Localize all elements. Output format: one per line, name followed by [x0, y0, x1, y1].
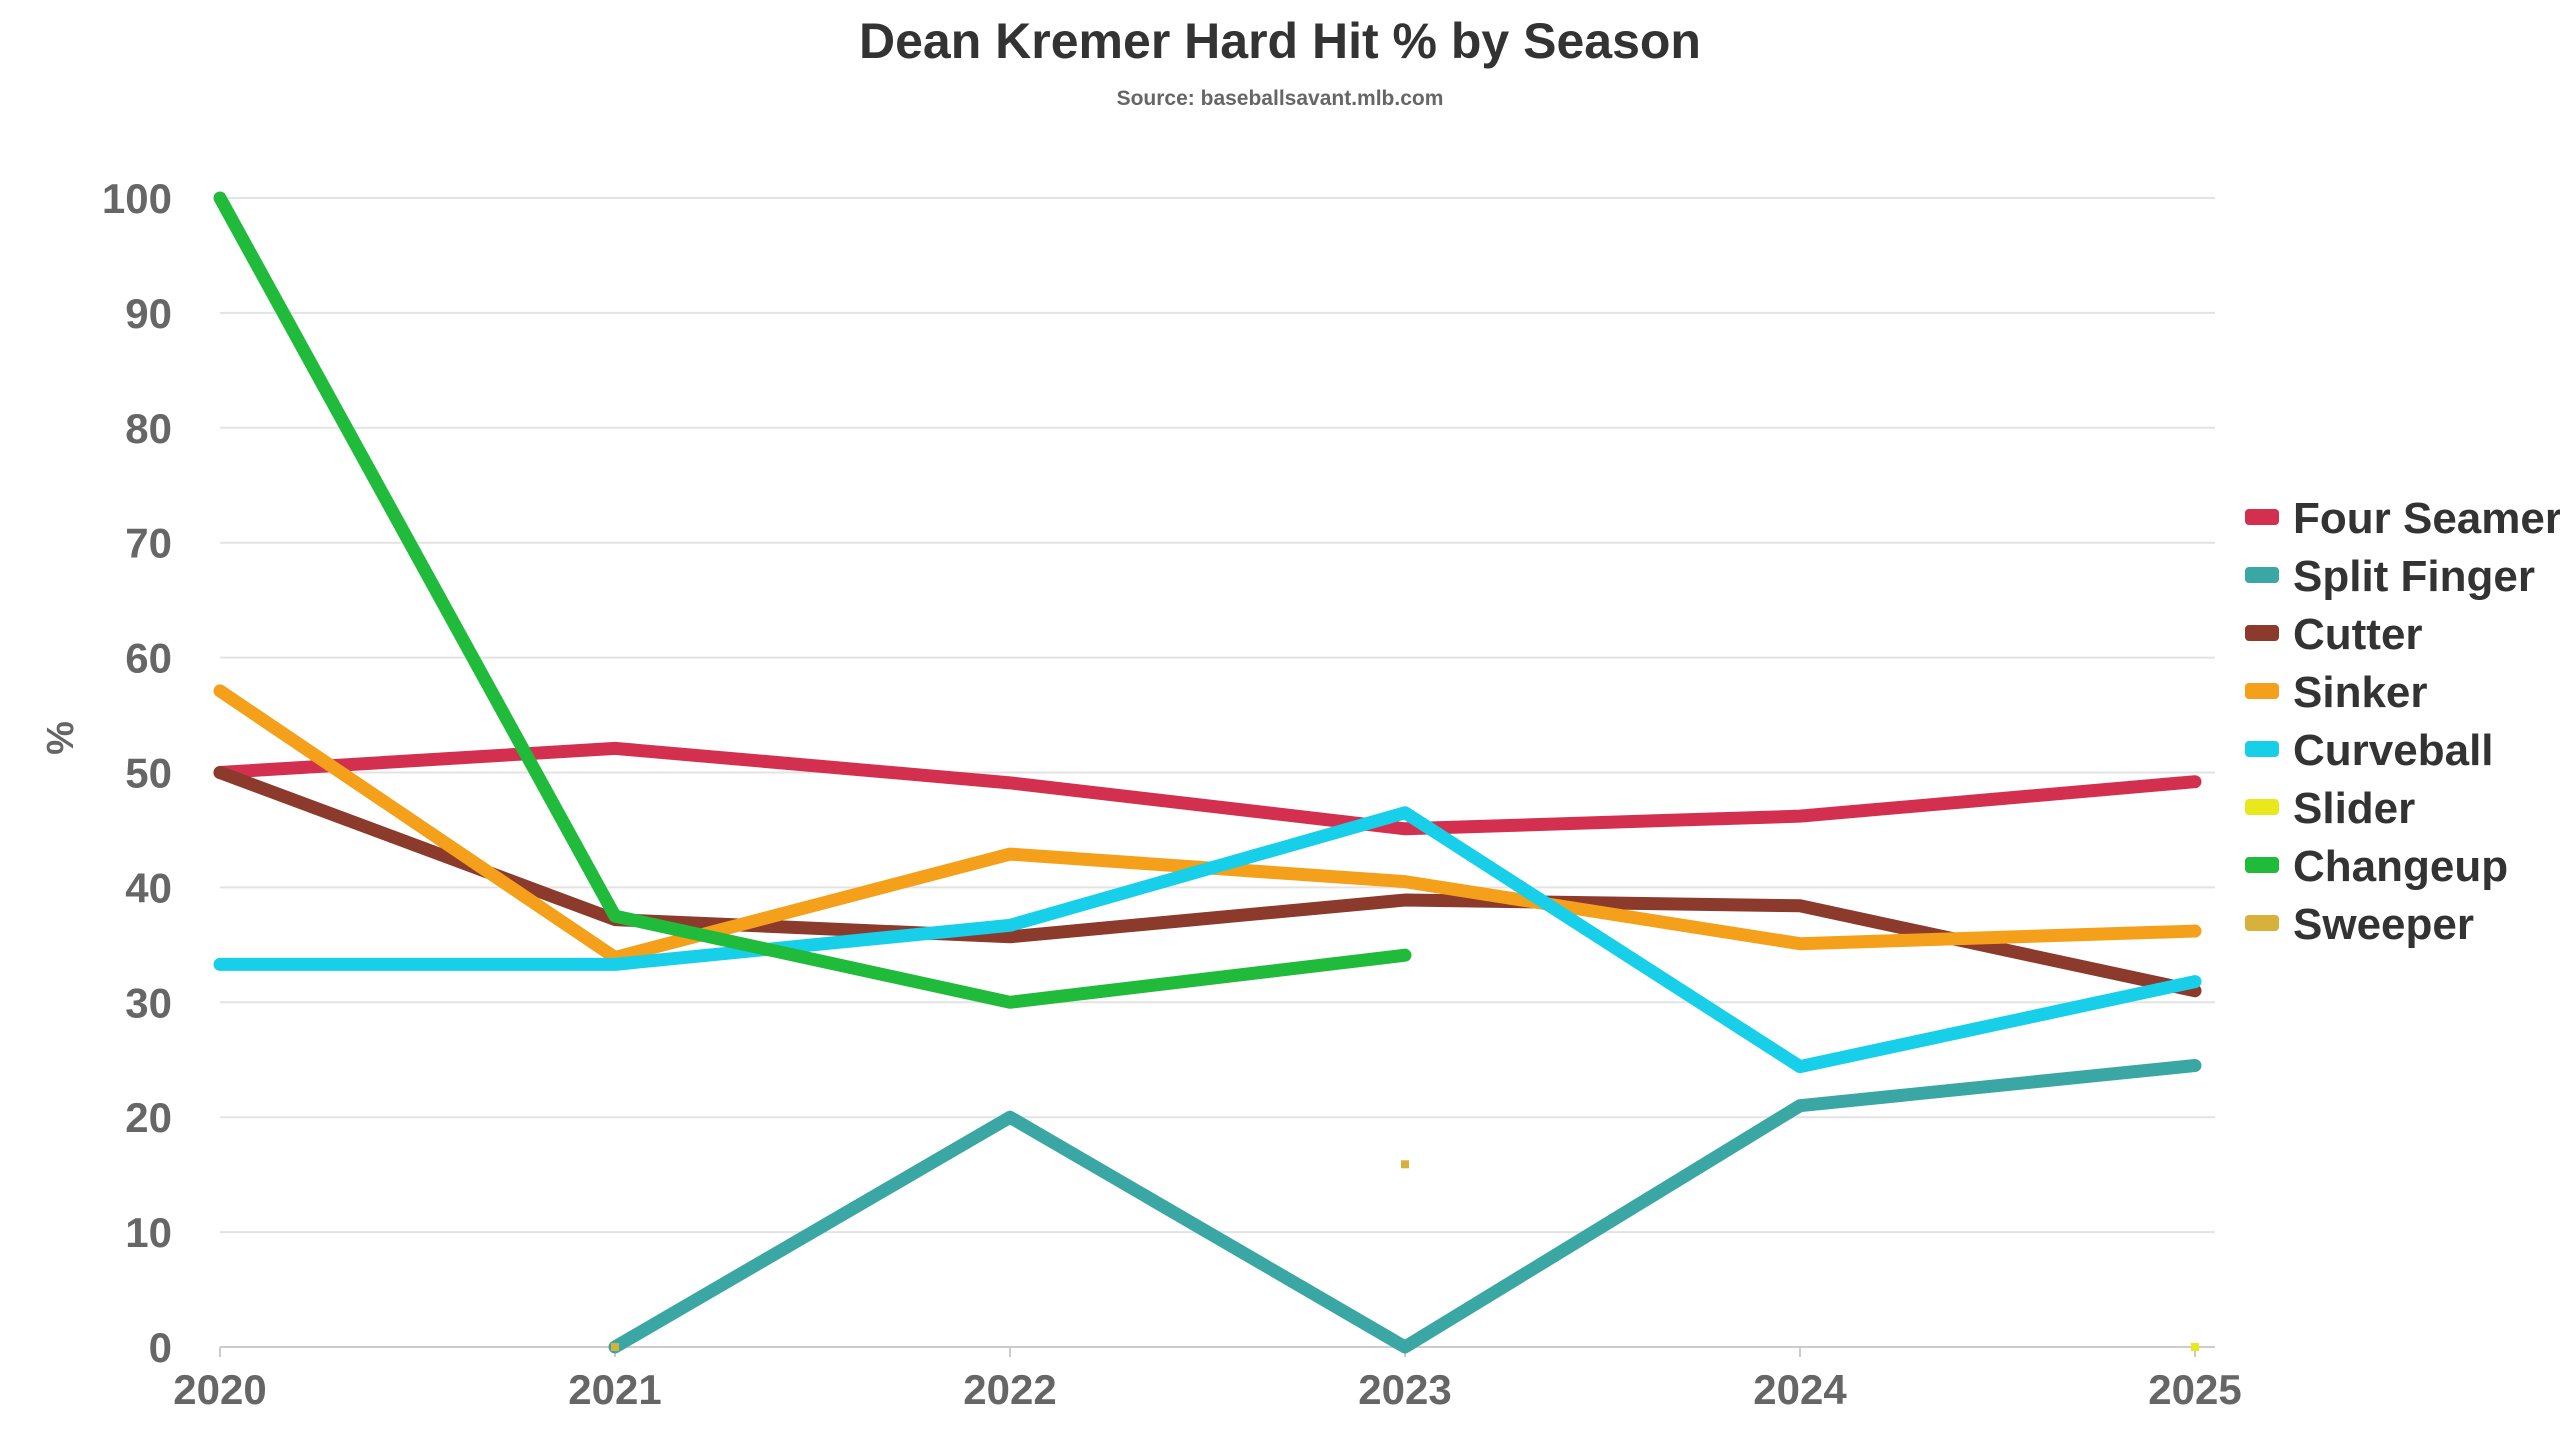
y-tick-label: 60: [125, 635, 172, 682]
y-tick-label: 70: [125, 520, 172, 567]
y-tick-label: 90: [125, 290, 172, 337]
legend-item-four-seamer[interactable]: Four Seamer: [2245, 494, 2560, 543]
legend-item-curveball[interactable]: Curveball: [2245, 726, 2494, 775]
legend-label: Slider: [2293, 784, 2415, 833]
series-lines: [213, 191, 2202, 1354]
data-point: [1401, 1160, 1409, 1169]
legend-label: Curveball: [2293, 726, 2494, 775]
y-axis-title: %: [40, 721, 82, 755]
x-tick-label: 2022: [963, 1366, 1056, 1413]
series-line: [608, 1058, 2202, 1354]
y-tick-label: 10: [125, 1209, 172, 1256]
legend-label: Changeup: [2293, 842, 2508, 891]
x-axis-ticks: 2020 2021 2022 2023 2024 2025: [173, 1347, 2242, 1413]
y-tick-label: 0: [149, 1324, 172, 1371]
legend-label: Cutter: [2293, 610, 2423, 659]
series-line: [213, 741, 2202, 836]
legend: Four Seamer Split Finger Cutter Sinker Curve…: [2245, 494, 2560, 949]
series-slider: [2191, 1343, 2199, 1351]
y-tick-label: 100: [102, 175, 172, 222]
x-tick-label: 2024: [1753, 1366, 1847, 1413]
legend-label: Sweeper: [2293, 900, 2474, 949]
x-tick-label: 2020: [173, 1366, 266, 1413]
legend-swatch: [2245, 915, 2279, 931]
legend-swatch: [2245, 799, 2279, 815]
legend-item-slider[interactable]: Slider: [2245, 784, 2415, 833]
series-cutter: [213, 766, 2202, 998]
x-tick-label: 2023: [1358, 1366, 1451, 1413]
series-line: [213, 806, 2202, 1074]
gridlines: [220, 197, 2215, 1348]
legend-item-sinker[interactable]: Sinker: [2245, 668, 2428, 717]
series-four-seamer: [213, 741, 2202, 836]
x-tick-label: 2025: [2148, 1366, 2241, 1413]
legend-label: Four Seamer: [2293, 494, 2560, 543]
legend-label: Sinker: [2293, 668, 2428, 717]
y-tick-label: 50: [125, 750, 172, 797]
legend-swatch: [2245, 509, 2279, 525]
chart-subtitle: Source: baseballsavant.mlb.com: [1117, 87, 1444, 110]
series-changeup: [213, 191, 1412, 1009]
legend-swatch: [2245, 683, 2279, 699]
legend-item-cutter[interactable]: Cutter: [2245, 610, 2423, 659]
series-split-finger: [608, 1058, 2202, 1354]
y-tick-label: 40: [125, 864, 172, 911]
legend-item-changeup[interactable]: Changeup: [2245, 842, 2508, 891]
series-sweeper: [611, 1160, 1409, 1351]
legend-swatch: [2245, 857, 2279, 873]
data-point: [611, 1343, 619, 1351]
legend-item-split-finger[interactable]: Split Finger: [2245, 552, 2535, 601]
chart-title: Dean Kremer Hard Hit % by Season: [859, 13, 1701, 69]
legend-label: Split Finger: [2293, 552, 2535, 601]
x-tick-label: 2021: [568, 1366, 661, 1413]
y-tick-label: 30: [125, 979, 172, 1026]
y-tick-label: 80: [125, 405, 172, 452]
legend-item-sweeper[interactable]: Sweeper: [2245, 900, 2474, 949]
series-line: [213, 191, 1412, 1009]
legend-swatch: [2245, 625, 2279, 641]
series-curveball: [213, 806, 2202, 1074]
y-tick-label: 20: [125, 1094, 172, 1141]
legend-swatch: [2245, 741, 2279, 757]
data-point: [2191, 1343, 2199, 1351]
series-line: [213, 766, 2202, 998]
y-axis-ticks: 0 10 20 30 40 50 60 70 80 90 100: [102, 175, 172, 1371]
legend-swatch: [2245, 567, 2279, 583]
